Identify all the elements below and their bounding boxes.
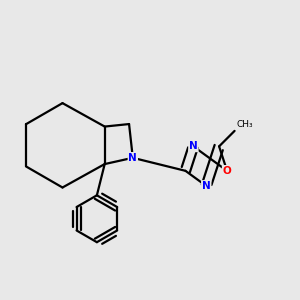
Text: CH₃: CH₃ [236, 120, 253, 129]
Text: N: N [128, 153, 137, 163]
Text: O: O [223, 166, 231, 176]
Text: N: N [189, 141, 198, 152]
Text: N: N [202, 181, 211, 191]
